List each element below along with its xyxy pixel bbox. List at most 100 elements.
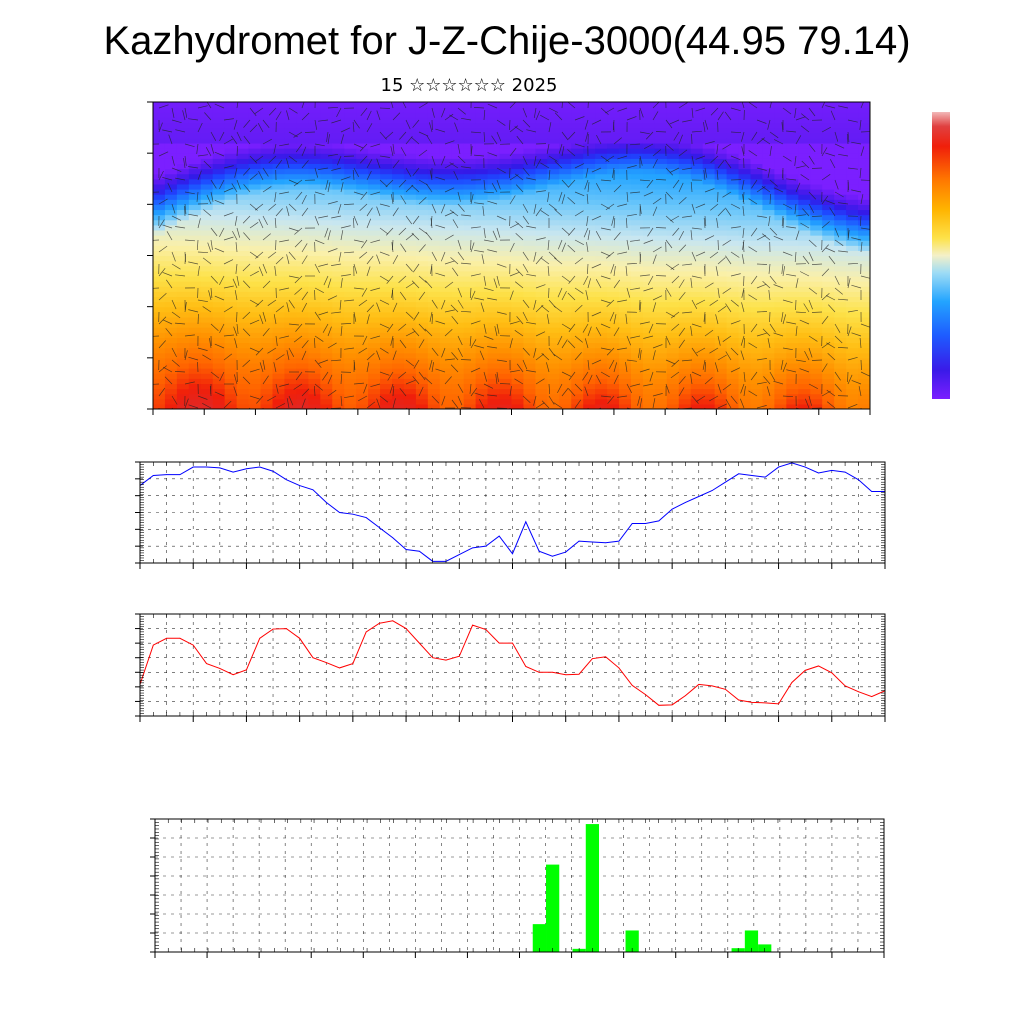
heatmap-cell bbox=[559, 122, 572, 129]
wind-barb bbox=[188, 309, 199, 313]
heatmap-cell bbox=[272, 347, 286, 354]
heatmap-cell bbox=[260, 388, 274, 395]
heatmap-cell bbox=[631, 199, 644, 205]
heatmap-cell bbox=[774, 352, 787, 359]
heatmap-cell bbox=[858, 316, 870, 323]
heatmap-cell bbox=[392, 388, 405, 395]
heatmap-cell bbox=[834, 352, 847, 359]
heatmap-cell bbox=[738, 173, 752, 180]
heatmap-cell bbox=[571, 398, 584, 405]
wind-barb bbox=[834, 131, 839, 142]
heatmap-cell bbox=[308, 229, 321, 236]
wind-barb bbox=[567, 102, 576, 109]
heatmap-cell bbox=[380, 235, 393, 241]
wind-barb bbox=[825, 152, 836, 157]
heatmap-cell bbox=[547, 393, 560, 400]
heatmap-cell bbox=[762, 281, 775, 287]
heatmap-cell bbox=[559, 270, 572, 277]
heatmap-cell bbox=[774, 337, 787, 344]
heatmap-cell bbox=[547, 142, 560, 149]
heatmap-cell bbox=[750, 112, 764, 118]
heatmap-cell bbox=[678, 168, 692, 175]
heatmap-cell bbox=[631, 204, 644, 211]
wind-barb bbox=[242, 359, 251, 367]
wind-barb bbox=[451, 352, 459, 361]
heatmap-cell bbox=[200, 311, 214, 318]
heatmap-cell bbox=[798, 322, 811, 328]
heatmap-cell bbox=[188, 311, 202, 318]
wind-barb bbox=[469, 383, 472, 394]
wind-barb bbox=[715, 266, 719, 277]
wind-barb bbox=[405, 263, 413, 272]
heatmap-cell bbox=[392, 270, 405, 277]
heatmap-cell bbox=[403, 306, 417, 313]
wind-barb bbox=[275, 159, 283, 169]
heatmap-cell bbox=[176, 362, 190, 369]
wind-barb bbox=[794, 107, 797, 118]
heatmap-cell bbox=[284, 183, 297, 190]
heatmap-cell bbox=[631, 209, 644, 216]
heatmap-cell bbox=[858, 255, 870, 262]
heatmap-cell bbox=[762, 250, 775, 257]
heatmap-cell bbox=[403, 224, 417, 231]
heatmap-cell bbox=[451, 306, 465, 313]
heatmap-cell bbox=[619, 173, 632, 180]
heatmap-cell bbox=[595, 188, 608, 195]
wind-barb bbox=[561, 290, 567, 301]
heatmap-cell bbox=[714, 337, 728, 344]
heatmap-cell bbox=[858, 327, 870, 333]
heatmap-cell bbox=[654, 209, 668, 216]
heatmap-cell bbox=[607, 260, 620, 267]
wind-barb bbox=[203, 209, 212, 217]
heatmap-cell bbox=[666, 306, 680, 313]
wind-barb bbox=[808, 347, 813, 358]
heatmap-cell bbox=[284, 188, 297, 195]
wind-barb bbox=[825, 295, 836, 301]
heatmap-cell bbox=[392, 188, 405, 195]
wind-barb bbox=[678, 134, 683, 145]
heatmap-cell bbox=[559, 352, 572, 359]
heatmap-cell bbox=[284, 260, 297, 267]
wind-barb bbox=[353, 167, 360, 177]
heatmap-cell bbox=[619, 117, 632, 124]
heatmap-cell bbox=[475, 173, 489, 180]
heatmap-cell bbox=[535, 178, 548, 185]
heatmap-cell bbox=[356, 250, 369, 257]
heatmap-cell bbox=[499, 245, 513, 251]
wind-barb bbox=[286, 110, 290, 121]
heatmap-cell bbox=[153, 301, 166, 308]
heatmap-cell bbox=[595, 102, 608, 108]
heatmap-cell bbox=[284, 163, 297, 170]
wind-barb bbox=[267, 251, 277, 259]
wind-barb bbox=[435, 176, 446, 181]
heatmap-cell bbox=[678, 352, 692, 359]
heatmap-cell bbox=[678, 137, 692, 144]
heatmap-cell bbox=[344, 183, 357, 190]
heatmap-cell bbox=[595, 132, 608, 139]
heatmap-cell bbox=[762, 188, 775, 195]
wind-barb bbox=[184, 143, 195, 148]
heatmap-cell bbox=[559, 332, 572, 338]
heatmap-cell bbox=[308, 235, 321, 241]
heatmap-cell bbox=[212, 173, 226, 180]
heatmap-cell bbox=[858, 219, 870, 226]
heatmap-cell bbox=[200, 229, 214, 236]
heatmap-cell bbox=[858, 229, 870, 236]
heatmap-cell bbox=[164, 137, 178, 144]
wind-barb bbox=[318, 215, 329, 219]
heatmap-cell bbox=[702, 229, 716, 236]
heatmap-cell bbox=[224, 378, 238, 385]
heatmap-cell bbox=[666, 137, 680, 144]
heatmap-cell bbox=[559, 322, 572, 328]
heatmap-cell bbox=[607, 327, 620, 333]
heatmap-cell bbox=[559, 117, 572, 124]
heatmap-cell bbox=[344, 122, 357, 129]
heatmap-cell bbox=[511, 153, 525, 159]
heatmap-cell bbox=[571, 362, 584, 369]
wind-barb bbox=[496, 311, 507, 315]
heatmap-cell bbox=[403, 158, 417, 164]
heatmap-cell bbox=[607, 178, 620, 185]
heatmap-cell bbox=[308, 142, 321, 149]
heatmap-cell bbox=[320, 301, 333, 308]
wind-barb bbox=[665, 167, 674, 176]
